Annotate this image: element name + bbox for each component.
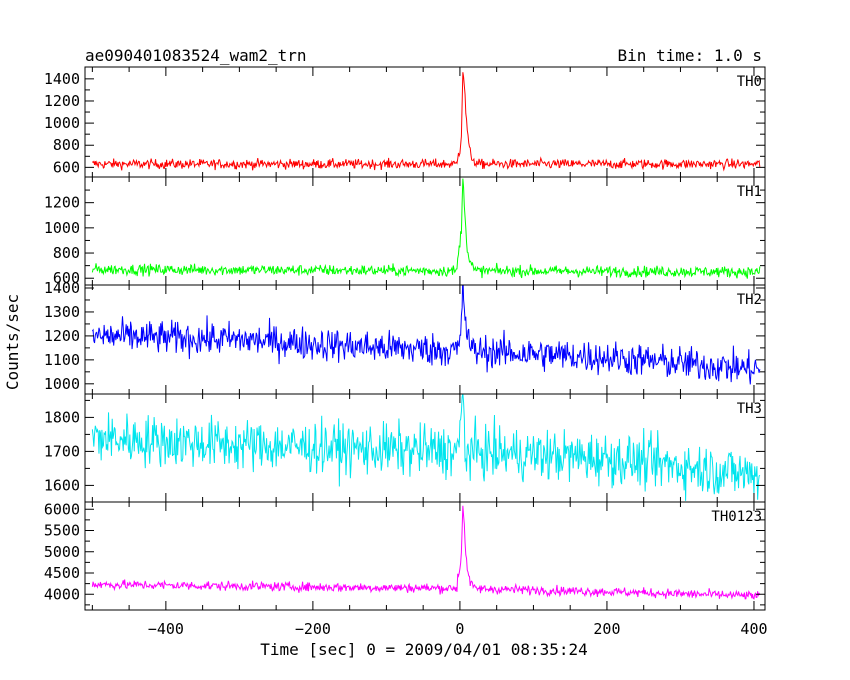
panel-th3: 1600 1700 1800 TH3 <box>44 393 766 503</box>
y-tick-label: 800 <box>53 244 80 262</box>
y-tick-label: 1200 <box>44 92 80 110</box>
y-axis-title: Counts/sec <box>3 294 22 390</box>
x-tick-label: −200 <box>295 620 331 638</box>
y-tick-label: 1000 <box>44 219 80 237</box>
y-tick-label: 5500 <box>44 522 80 540</box>
x-tick-label: −400 <box>148 620 184 638</box>
y-tick-label: 1600 <box>44 476 80 494</box>
panel-label: TH0123 <box>711 509 762 525</box>
chart-title: ae090401083524_wam2_trn <box>85 46 307 65</box>
y-tick-label: 600 <box>53 158 80 176</box>
panel-frame <box>84 501 766 611</box>
y-tick-label: 6000 <box>44 500 80 518</box>
y-tick-label: 1100 <box>44 351 80 369</box>
panel-label: TH3 <box>737 401 762 417</box>
y-tick-label: 600 <box>53 269 80 287</box>
y-tick-label: 4500 <box>44 564 80 582</box>
panel-label: TH1 <box>737 184 762 200</box>
panel-frame <box>84 393 766 503</box>
panel-label: TH0 <box>737 74 762 90</box>
series-th2 <box>91 285 761 385</box>
y-tick-label: 800 <box>53 136 80 154</box>
y-tick-label: 1700 <box>44 442 80 460</box>
bin-time-label: Bin time: 1.0 s <box>618 46 763 65</box>
panel-th1: 600 800 1000 1200 TH1 <box>44 176 766 287</box>
y-tick-label: 4000 <box>44 585 80 603</box>
series-th0123 <box>91 505 761 600</box>
panels: 600 800 1000 1200 1400 TH0 600 800 1000 1200 TH1 10… <box>44 66 766 611</box>
y-tick-label: 1200 <box>44 327 80 345</box>
series-th3 <box>91 394 761 501</box>
panel-th2: 1000 1100 1200 1300 1400 TH2 <box>44 279 766 395</box>
x-axis-title: Time [sec] 0 = 2009/04/01 08:35:24 <box>260 640 588 659</box>
x-axis: −400 −200 0 200 400 <box>148 620 768 638</box>
y-tick-label: 5000 <box>44 543 80 561</box>
panel-th0123: 4000 4500 5000 5500 6000 TH0123 <box>44 500 766 611</box>
y-tick-label: 1300 <box>44 303 80 321</box>
y-tick-label: 1400 <box>44 279 80 297</box>
x-tick-label: 200 <box>593 620 620 638</box>
series-th0 <box>91 72 761 172</box>
series-th1 <box>91 178 761 279</box>
panel-th0: 600 800 1000 1200 1400 TH0 <box>44 66 766 178</box>
x-tick-label: 400 <box>740 620 767 638</box>
y-tick-label: 1800 <box>44 408 80 426</box>
x-tick-label: 0 <box>455 620 464 638</box>
y-tick-label: 1200 <box>44 194 80 212</box>
y-tick-label: 1000 <box>44 375 80 393</box>
y-tick-label: 1000 <box>44 114 80 132</box>
y-tick-label: 1400 <box>44 70 80 88</box>
panel-label: TH2 <box>737 292 762 308</box>
